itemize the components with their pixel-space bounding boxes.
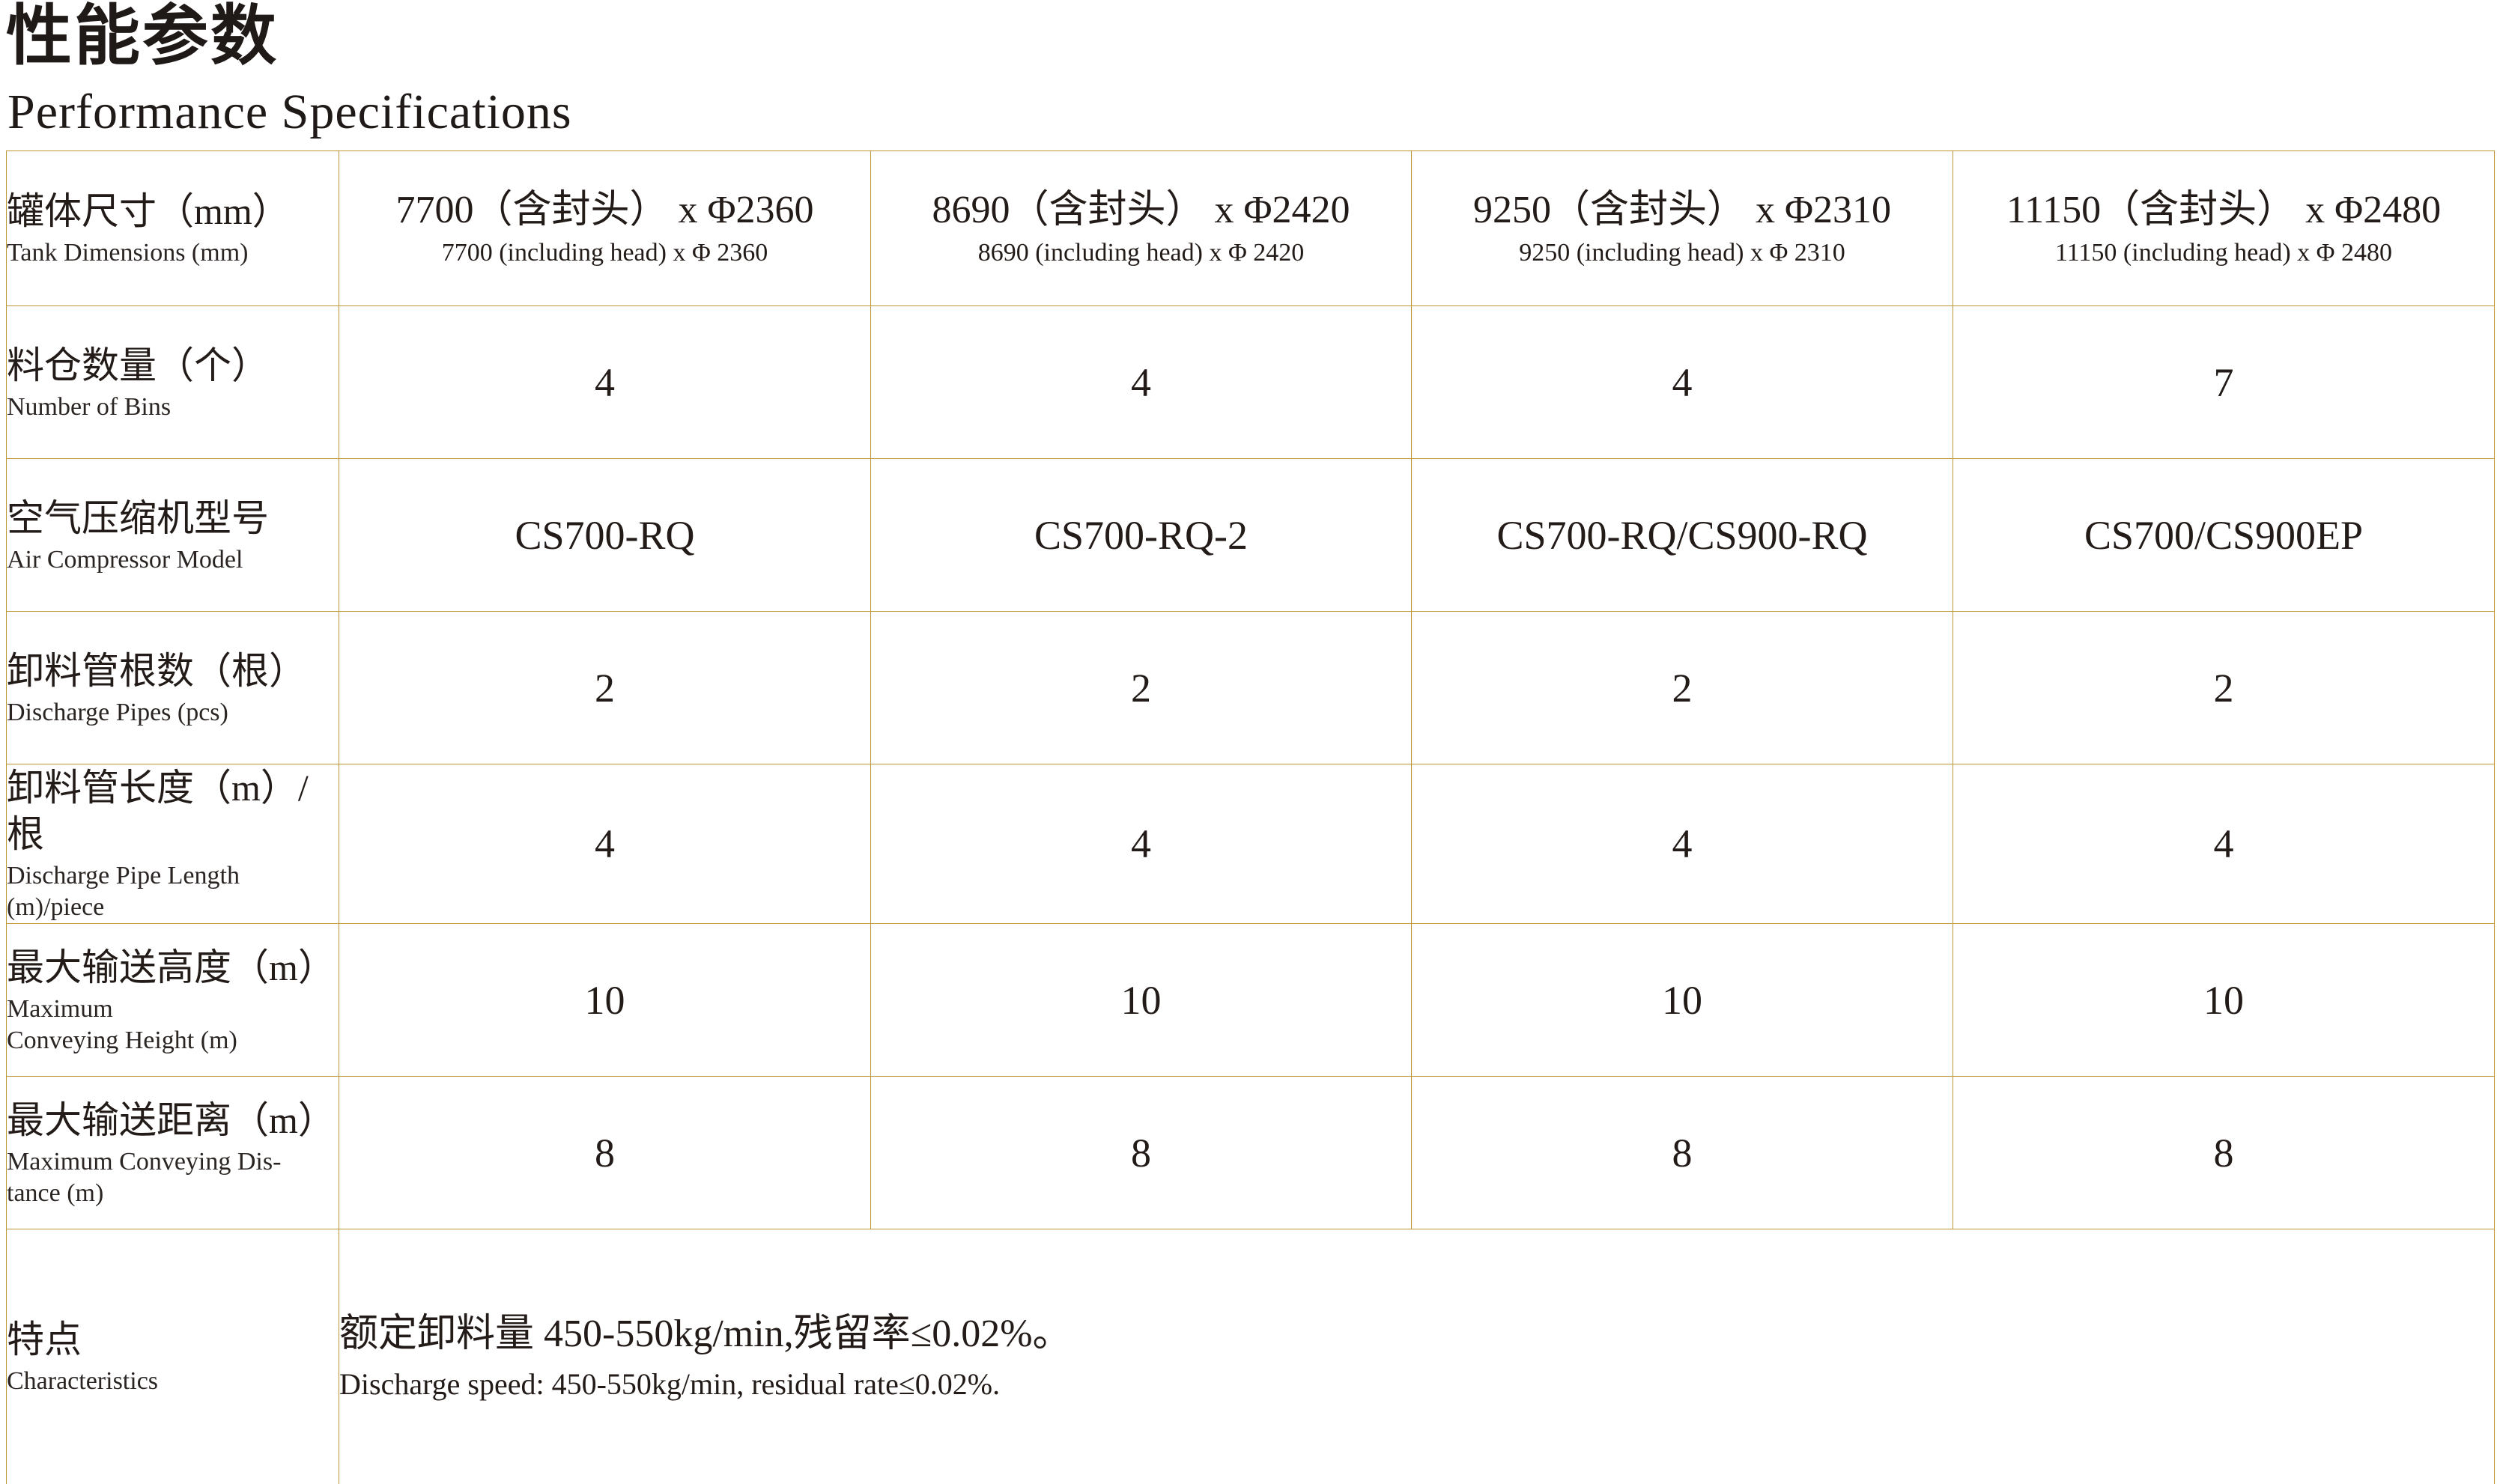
spec-value-cell: 2: [1411, 611, 1953, 764]
spec-value-cell: 4: [339, 305, 871, 459]
row-label-tank-dimensions: 罐体尺寸（mm） Tank Dimensions (mm): [6, 150, 339, 306]
row-label-air-compressor-model: 空气压缩机型号 Air Compressor Model: [6, 458, 339, 612]
page-title-en: Performance Specifications: [7, 85, 572, 139]
table-row-air-compressor-model: 空气压缩机型号 Air Compressor Model CS700-RQ CS…: [6, 458, 2495, 612]
row-label-en: Maximum Conveying Height (m): [7, 994, 237, 1054]
dimension-sub: 11150 (including head) x Φ 2480: [2054, 239, 2393, 267]
row-label-en: Discharge Pipes (pcs): [7, 698, 228, 726]
spec-value-cell: 4: [1411, 305, 1953, 459]
row-label-zh: 特点: [7, 1318, 82, 1360]
row-label-zh: 卸料管根数（根）: [7, 649, 306, 692]
spec-value-cell: CS700/CS900EP: [1953, 458, 2495, 612]
dimension-sub: 7700 (including head) x Φ 2360: [441, 239, 768, 267]
row-label-max-conveying-distance: 最大输送距离（m） Maximum Conveying Dis- tance (…: [6, 1076, 339, 1229]
row-label-max-conveying-height: 最大输送高度（m） Maximum Conveying Height (m): [6, 923, 339, 1077]
table-row-characteristics: 特点 Characteristics 额定卸料量 450-550kg/min,残…: [6, 1229, 2495, 1484]
tank-dimension-cell-1: 7700（含封头） x Φ2360 7700 (including head) …: [339, 150, 871, 306]
dimension-main: 9250（含封头） x Φ2310: [1472, 189, 1891, 231]
spec-value-cell: 10: [1953, 923, 2495, 1077]
characteristics-text-en: Discharge speed: 450-550kg/min, residual…: [339, 1366, 1001, 1401]
table-row-number-of-bins: 料仓数量（个） Number of Bins 4 4 4 7: [6, 305, 2495, 459]
row-label-en: Air Compressor Model: [7, 545, 243, 574]
row-label-en: Discharge Pipe Length (m)/piece: [7, 862, 240, 921]
spec-value-cell: 4: [870, 764, 1412, 924]
spec-value-cell: 4: [870, 305, 1412, 459]
dimension-sub: 9250 (including head) x Φ 2310: [1519, 239, 1845, 267]
dimension-main: 11150（含封头） x Φ2480: [2006, 189, 2442, 231]
row-label-characteristics: 特点 Characteristics: [6, 1229, 339, 1484]
spec-value-cell: 8: [339, 1076, 871, 1229]
page-title-zh: 性能参数: [6, 1, 279, 73]
spec-value-cell: 2: [870, 611, 1412, 764]
spec-value-cell: 8: [1411, 1076, 1953, 1229]
tank-dimension-cell-4: 11150（含封头） x Φ2480 11150 (including head…: [1953, 150, 2495, 306]
row-label-zh: 料仓数量（个）: [7, 344, 269, 386]
spec-value-cell: 8: [870, 1076, 1412, 1229]
table-row-tank-dimensions: 罐体尺寸（mm） Tank Dimensions (mm) 7700（含封头） …: [6, 150, 2495, 306]
tank-dimension-cell-3: 9250（含封头） x Φ2310 9250 (including head) …: [1411, 150, 1953, 306]
row-label-en: Maximum Conveying Dis- tance (m): [7, 1147, 282, 1207]
spec-value-cell: 10: [339, 923, 871, 1077]
row-label-en: Number of Bins: [7, 392, 172, 421]
characteristics-cell: 额定卸料量 450-550kg/min,残留率≤0.02%。 Discharge…: [339, 1229, 2495, 1484]
row-label-en: Tank Dimensions (mm): [7, 239, 249, 267]
table-row-max-conveying-distance: 最大输送距离（m） Maximum Conveying Dis- tance (…: [6, 1076, 2495, 1229]
row-label-zh: 卸料管长度（m）/根: [7, 767, 309, 855]
row-label-en: Characteristics: [7, 1366, 159, 1395]
tank-dimension-cell-2: 8690（含封头） x Φ2420 8690 (including head) …: [870, 150, 1412, 306]
row-label-zh: 最大输送距离（m）: [7, 1098, 336, 1141]
spec-value-cell: 4: [1953, 764, 2495, 924]
table-row-max-conveying-height: 最大输送高度（m） Maximum Conveying Height (m) 1…: [6, 923, 2495, 1077]
spec-value-cell: 10: [1411, 923, 1953, 1077]
spec-value-cell: CS700-RQ/CS900-RQ: [1411, 458, 1953, 612]
spec-value-cell: 4: [1411, 764, 1953, 924]
table-row-discharge-pipe-length: 卸料管长度（m）/根 Discharge Pipe Length (m)/pie…: [6, 764, 2495, 924]
row-label-zh: 最大输送高度（m）: [7, 946, 336, 988]
spec-value-cell: 10: [870, 923, 1412, 1077]
characteristics-text-zh: 额定卸料量 450-550kg/min,残留率≤0.02%。: [339, 1312, 1072, 1355]
spec-value-cell: 7: [1953, 305, 2495, 459]
spec-value-cell: CS700-RQ: [339, 458, 871, 612]
spec-value-cell: CS700-RQ-2: [870, 458, 1412, 612]
row-label-zh: 空气压缩机型号: [7, 496, 269, 539]
spec-value-cell: 2: [1953, 611, 2495, 764]
dimension-sub: 8690 (including head) x Φ 2420: [977, 239, 1305, 267]
spec-value-cell: 2: [339, 611, 871, 764]
dimension-main: 7700（含封头） x Φ2360: [395, 189, 814, 231]
dimension-main: 8690（含封头） x Φ2420: [932, 189, 1350, 231]
spec-value-cell: 8: [1953, 1076, 2495, 1229]
row-label-discharge-pipe-length: 卸料管长度（m）/根 Discharge Pipe Length (m)/pie…: [6, 764, 339, 924]
table-row-discharge-pipes: 卸料管根数（根） Discharge Pipes (pcs) 2 2 2 2: [6, 611, 2495, 764]
performance-spec-table: 罐体尺寸（mm） Tank Dimensions (mm) 7700（含封头） …: [6, 150, 2495, 1484]
row-label-number-of-bins: 料仓数量（个） Number of Bins: [6, 305, 339, 459]
spec-value-cell: 4: [339, 764, 871, 924]
row-label-discharge-pipes: 卸料管根数（根） Discharge Pipes (pcs): [6, 611, 339, 764]
row-label-zh: 罐体尺寸（mm）: [7, 190, 290, 232]
